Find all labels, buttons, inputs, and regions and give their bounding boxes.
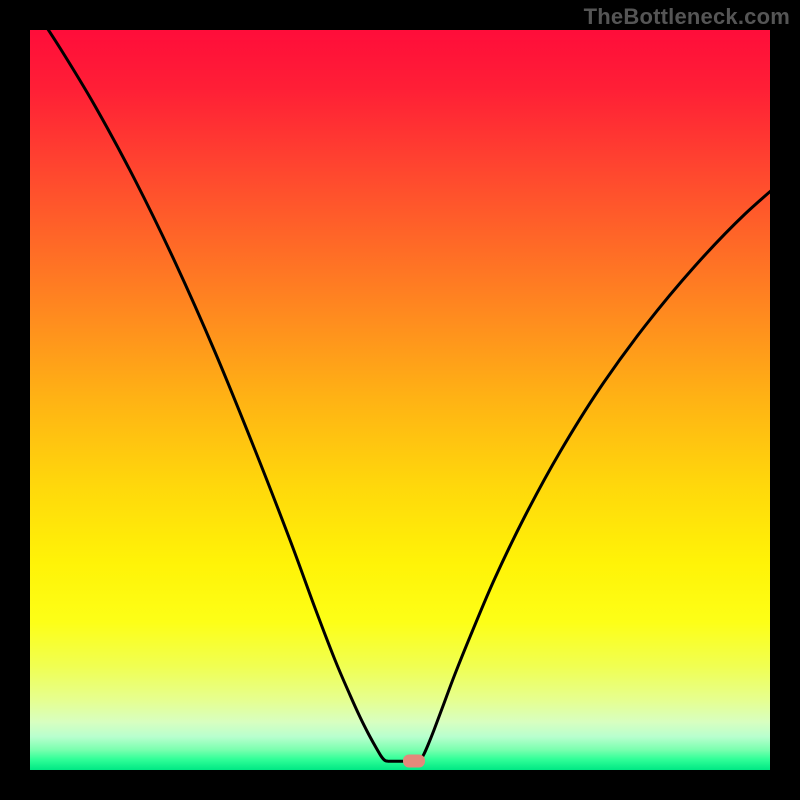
watermark-label: TheBottleneck.com [584, 4, 790, 30]
bottleneck-curve [0, 0, 800, 800]
optimum-marker [403, 755, 425, 768]
bottleneck-chart: TheBottleneck.com [0, 0, 800, 800]
